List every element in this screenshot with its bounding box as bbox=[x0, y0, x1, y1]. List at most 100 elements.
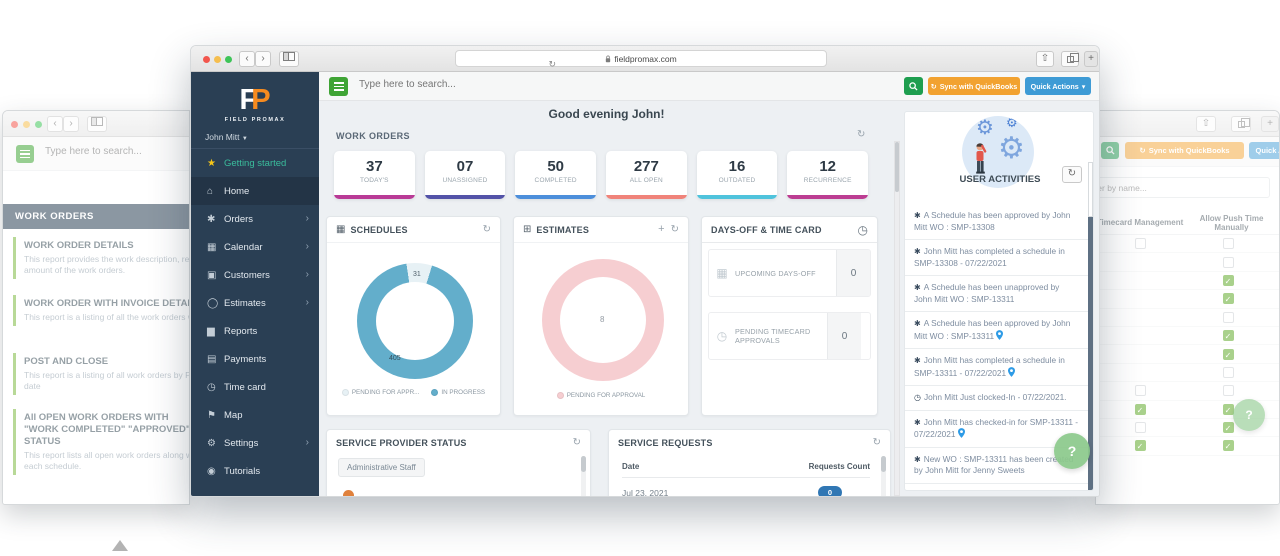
help-button[interactable]: ? bbox=[1233, 399, 1265, 431]
activity-item[interactable]: ◷ John Mitt Just clocked-In - 07/22/2021. bbox=[905, 385, 1093, 410]
stat-card-all-open[interactable]: 277 ALL OPEN bbox=[606, 151, 687, 199]
location-pin-icon[interactable] bbox=[994, 329, 1004, 341]
activity-item[interactable]: ✱John Mitt has checked-in for SMP-13308 … bbox=[905, 482, 1093, 490]
tabs-button[interactable] bbox=[1231, 116, 1251, 132]
report-list-item[interactable]: All OPEN WORK ORDERS WITH "WORK COMPLETE… bbox=[13, 409, 189, 475]
push-time-checkbox[interactable] bbox=[1222, 366, 1234, 378]
panel-scrollbar[interactable] bbox=[581, 456, 586, 496]
forward-button[interactable]: › bbox=[255, 51, 271, 67]
column-header-count[interactable]: Requests Count bbox=[808, 462, 870, 471]
sidebar-toggle-button[interactable] bbox=[87, 116, 107, 132]
sidebar-item-getting-started[interactable]: ★ Getting started › bbox=[207, 157, 287, 169]
content-scrollbar[interactable] bbox=[894, 141, 900, 496]
activity-item[interactable]: ✱ John Mitt has completed a schedule in S… bbox=[905, 348, 1093, 385]
sidebar-item-time-card[interactable]: ◷ Time card › bbox=[207, 381, 266, 393]
sync-quickbooks-button[interactable]: ↻ Sync with QuickBooks bbox=[928, 77, 1020, 95]
back-button[interactable]: ‹ bbox=[47, 116, 63, 132]
stat-card-todays[interactable]: 37 TODAY'S bbox=[334, 151, 415, 199]
sidebar-toggle-button[interactable] bbox=[279, 51, 299, 67]
close-window-button[interactable] bbox=[203, 56, 210, 63]
close-window-button[interactable] bbox=[11, 121, 18, 128]
sync-quickbooks-button[interactable]: ↻ Sync with QuickBooks bbox=[1125, 142, 1244, 159]
push-time-checkbox[interactable] bbox=[1222, 330, 1234, 342]
stat-card-completed[interactable]: 50 COMPLETED bbox=[515, 151, 597, 199]
search-button[interactable] bbox=[904, 77, 923, 95]
help-button[interactable]: ? bbox=[1054, 433, 1090, 469]
activity-item[interactable]: ✱ John Mitt has completed a schedule in S… bbox=[905, 239, 1093, 275]
tabs-button[interactable] bbox=[1061, 51, 1079, 67]
refresh-icon[interactable]: ↻ bbox=[670, 223, 679, 235]
push-time-checkbox[interactable] bbox=[1222, 403, 1234, 415]
new-tab-button[interactable]: + bbox=[1261, 116, 1279, 132]
sidebar-item-home[interactable]: ⌂ Home › bbox=[191, 177, 319, 205]
minimize-window-button[interactable] bbox=[214, 56, 221, 63]
upcoming-daysoff-row[interactable]: ▦ UPCOMING DAYS-OFF 0 bbox=[708, 249, 871, 297]
activity-item[interactable]: ✱ New WO : SMP-13311 has been created by … bbox=[905, 446, 1093, 483]
report-list-item[interactable]: WORK ORDER WITH INVOICE DETAILS This rep… bbox=[13, 295, 189, 326]
add-icon[interactable]: + bbox=[658, 223, 665, 235]
maximize-window-button[interactable] bbox=[225, 56, 232, 63]
refresh-icon[interactable]: ↻ bbox=[857, 129, 866, 140]
push-time-checkbox[interactable] bbox=[1222, 385, 1234, 397]
minimize-window-button[interactable] bbox=[23, 121, 30, 128]
timecard-checkbox[interactable] bbox=[1134, 403, 1146, 415]
panel-scrollbar[interactable] bbox=[881, 456, 886, 496]
column-header-date[interactable]: Date bbox=[622, 462, 640, 471]
push-time-checkbox[interactable] bbox=[1222, 274, 1234, 286]
push-time-checkbox[interactable] bbox=[1222, 348, 1234, 360]
maximize-window-button[interactable] bbox=[35, 121, 42, 128]
push-time-checkbox[interactable] bbox=[1222, 311, 1234, 323]
schedules-donut[interactable] bbox=[357, 263, 473, 379]
search-input[interactable] bbox=[45, 146, 175, 157]
user-menu[interactable]: John Mitt ▼ bbox=[205, 132, 248, 142]
menu-hamburger-button[interactable] bbox=[16, 145, 34, 163]
column-header-timecard[interactable]: Timecard Management bbox=[1096, 218, 1184, 227]
refresh-icon[interactable]: ↻ bbox=[572, 437, 581, 448]
sidebar-item-map[interactable]: ⚑ Map › bbox=[207, 409, 243, 421]
staff-filter-chip[interactable]: Administrative Staff bbox=[338, 458, 425, 477]
timecard-checkbox[interactable] bbox=[1134, 385, 1146, 397]
global-search-input[interactable] bbox=[359, 79, 619, 90]
activity-item[interactable]: ✱ A Schedule has been approved by John Mi… bbox=[905, 311, 1093, 348]
stat-card-recurrence[interactable]: 12 RECURRENCE bbox=[787, 151, 869, 199]
activity-item[interactable]: ✱ A Schedule has been approved by John Mi… bbox=[914, 210, 1071, 232]
refresh-icon[interactable]: ↻ bbox=[482, 223, 491, 235]
timecard-checkbox[interactable] bbox=[1134, 238, 1146, 250]
menu-hamburger-button[interactable] bbox=[329, 77, 348, 96]
forward-button[interactable]: › bbox=[63, 116, 79, 132]
search-button[interactable] bbox=[1101, 142, 1119, 159]
reload-icon[interactable]: ↻ bbox=[548, 59, 556, 69]
sidebar-item-tutorials[interactable]: ◉ Tutorials › bbox=[207, 465, 261, 477]
sidebar-item-calendar[interactable]: ▦ Calendar › bbox=[207, 241, 309, 253]
activities-scrollbar[interactable] bbox=[1088, 162, 1093, 490]
back-button[interactable]: ‹ bbox=[239, 51, 255, 67]
push-time-checkbox[interactable] bbox=[1222, 256, 1234, 268]
activity-item[interactable]: ✱ John Mitt has checked-in for SMP-13311 … bbox=[905, 409, 1093, 447]
sidebar-item-reports[interactable]: ▆ Reports › bbox=[207, 325, 258, 337]
sidebar-item-estimates[interactable]: ◯ Estimates › bbox=[207, 297, 309, 309]
sidebar-item-settings[interactable]: ⚙ Settings › bbox=[207, 437, 309, 449]
address-bar[interactable]: fieldpromax.com ↻ bbox=[455, 50, 827, 69]
location-pin-icon[interactable] bbox=[956, 428, 965, 439]
column-header-push-time[interactable]: Allow Push Time Manually bbox=[1199, 213, 1264, 232]
refresh-icon[interactable]: ↻ bbox=[872, 437, 881, 448]
push-time-checkbox[interactable] bbox=[1222, 422, 1234, 434]
quick-actions-button[interactable]: Quick Actions ▾ bbox=[1249, 142, 1279, 159]
timecard-checkbox[interactable] bbox=[1134, 440, 1146, 452]
push-time-checkbox[interactable] bbox=[1222, 238, 1234, 250]
activity-item[interactable]: ✱ A Schedule has been unapproved by John … bbox=[905, 275, 1093, 311]
new-tab-button[interactable]: + bbox=[1084, 51, 1098, 67]
estimates-donut[interactable] bbox=[542, 259, 664, 381]
stat-card-unassigned[interactable]: 07 UNASSIGNED bbox=[424, 151, 506, 199]
share-button[interactable]: ⇧ bbox=[1196, 116, 1216, 132]
quick-actions-button[interactable]: Quick Actions ▾ bbox=[1025, 77, 1091, 95]
report-list-item[interactable]: WORK ORDER DETAILS This report provides … bbox=[13, 237, 189, 279]
push-time-checkbox[interactable] bbox=[1222, 293, 1234, 305]
user-search-input[interactable] bbox=[1096, 178, 1269, 198]
timecard-checkbox[interactable] bbox=[1134, 422, 1146, 434]
service-request-row[interactable]: Jul 23, 2021 0 bbox=[622, 486, 870, 496]
location-pin-icon[interactable] bbox=[1006, 366, 1016, 378]
sidebar-item-payments[interactable]: ▤ Payments › bbox=[207, 353, 267, 365]
push-time-checkbox[interactable] bbox=[1222, 440, 1234, 452]
sidebar-item-customers[interactable]: ▣ Customers › bbox=[207, 269, 309, 281]
